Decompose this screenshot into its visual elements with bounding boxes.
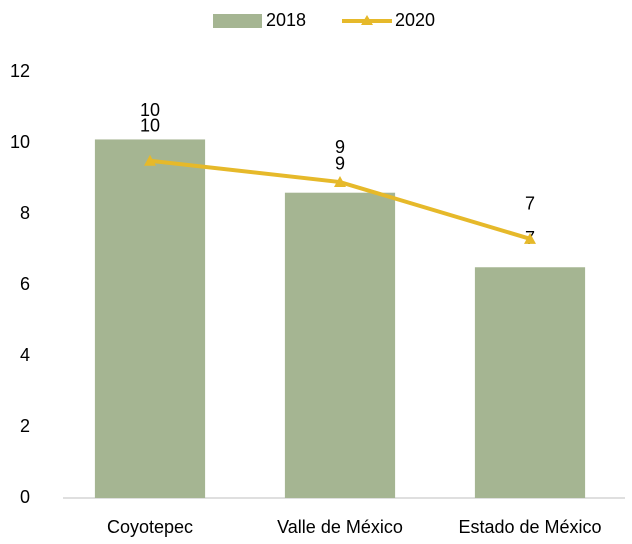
bar xyxy=(474,267,586,498)
y-tick-label: 12 xyxy=(10,61,30,81)
y-tick-label: 0 xyxy=(20,487,30,507)
bar xyxy=(284,192,396,498)
data-label: 7 xyxy=(525,194,535,214)
legend-swatch xyxy=(213,14,262,28)
legend-label: 2018 xyxy=(266,10,306,30)
line-marker xyxy=(334,176,346,188)
y-tick-label: 4 xyxy=(20,345,30,365)
bar xyxy=(94,139,206,498)
x-tick-label: Estado de México xyxy=(458,517,601,537)
data-label: 10 xyxy=(140,116,160,136)
legend-label: 2020 xyxy=(395,10,435,30)
data-label: 9 xyxy=(335,153,345,173)
line-marker xyxy=(524,232,536,244)
y-tick-label: 8 xyxy=(20,203,30,223)
x-tick-label: Valle de México xyxy=(277,517,403,537)
data-label: 10 xyxy=(140,100,160,120)
x-tick-label: Coyotepec xyxy=(107,517,193,537)
y-tick-label: 10 xyxy=(10,132,30,152)
y-tick-label: 6 xyxy=(20,274,30,294)
y-tick-label: 2 xyxy=(20,416,30,436)
legend-marker xyxy=(361,15,373,25)
data-label: 9 xyxy=(335,137,345,157)
line-marker xyxy=(144,154,156,166)
